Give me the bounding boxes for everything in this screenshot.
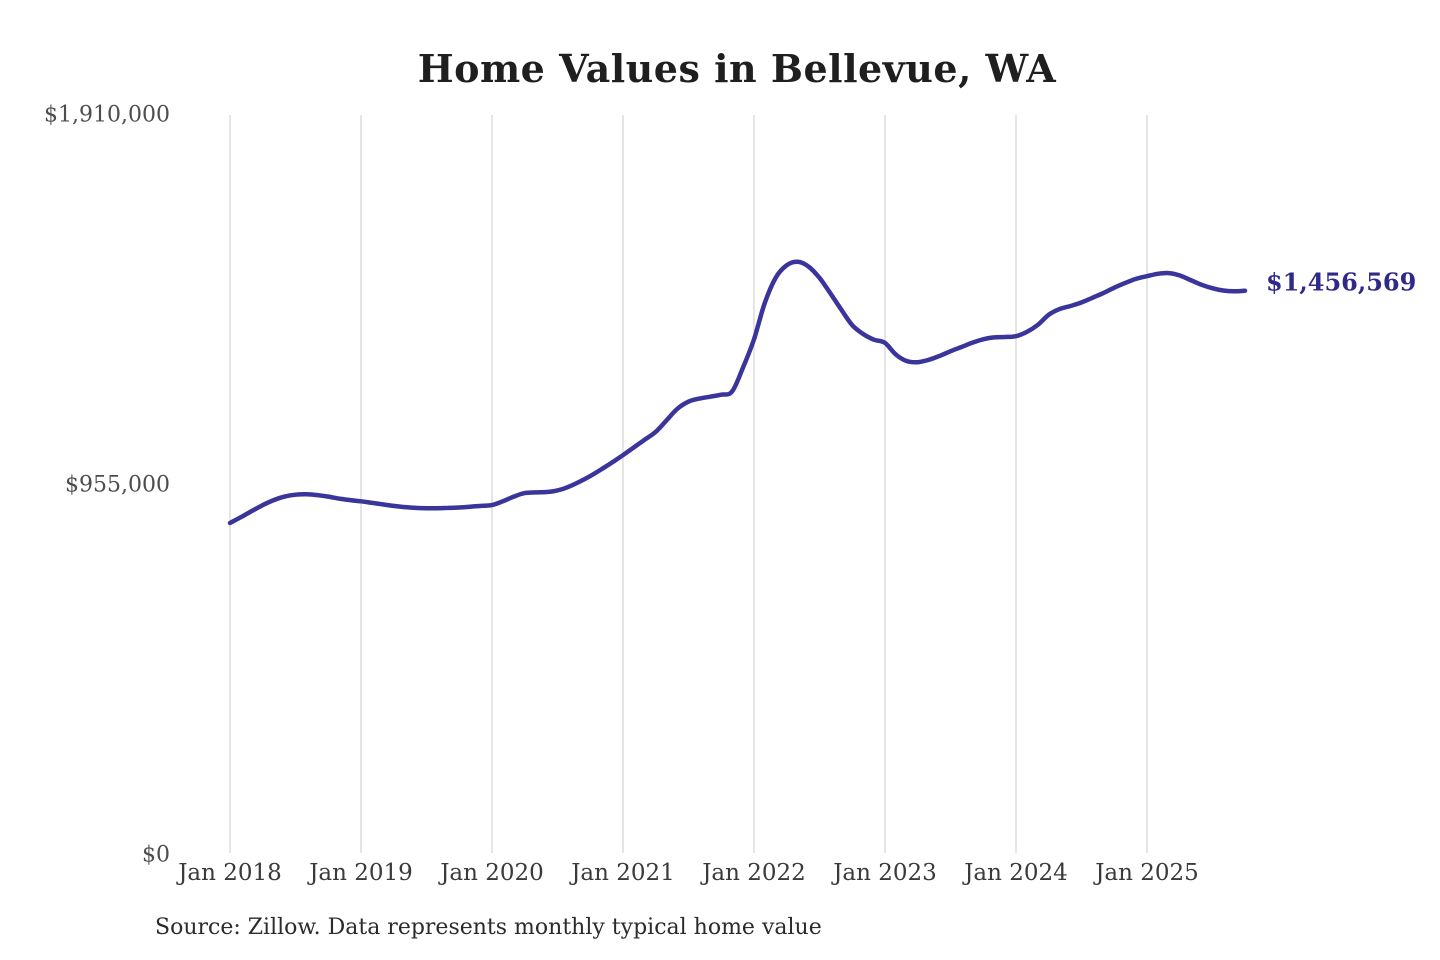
x-tick-label: Jan 2022 <box>702 860 806 886</box>
vertical-gridlines <box>229 115 1148 853</box>
home-value-trend-line <box>227 259 1248 526</box>
y-tick-label: $955,000 <box>65 472 170 498</box>
x-tick-label: Jan 2018 <box>178 860 282 886</box>
x-tick-label: Jan 2025 <box>1095 860 1199 886</box>
source-attribution: Source: Zillow. Data represents monthly … <box>155 915 822 940</box>
latest-value-label: $1,456,569 <box>1266 267 1417 297</box>
x-tick-label: Jan 2019 <box>309 860 413 886</box>
y-tick-label: $1,910,000 <box>44 102 170 128</box>
chart-title: Home Values in Bellevue, WA <box>417 46 1057 91</box>
x-tick-label: Jan 2023 <box>833 860 937 886</box>
y-tick-label: $0 <box>142 842 170 868</box>
x-tick-label: Jan 2020 <box>440 860 544 886</box>
x-tick-label: Jan 2021 <box>571 860 675 886</box>
x-tick-label: Jan 2024 <box>964 860 1068 886</box>
